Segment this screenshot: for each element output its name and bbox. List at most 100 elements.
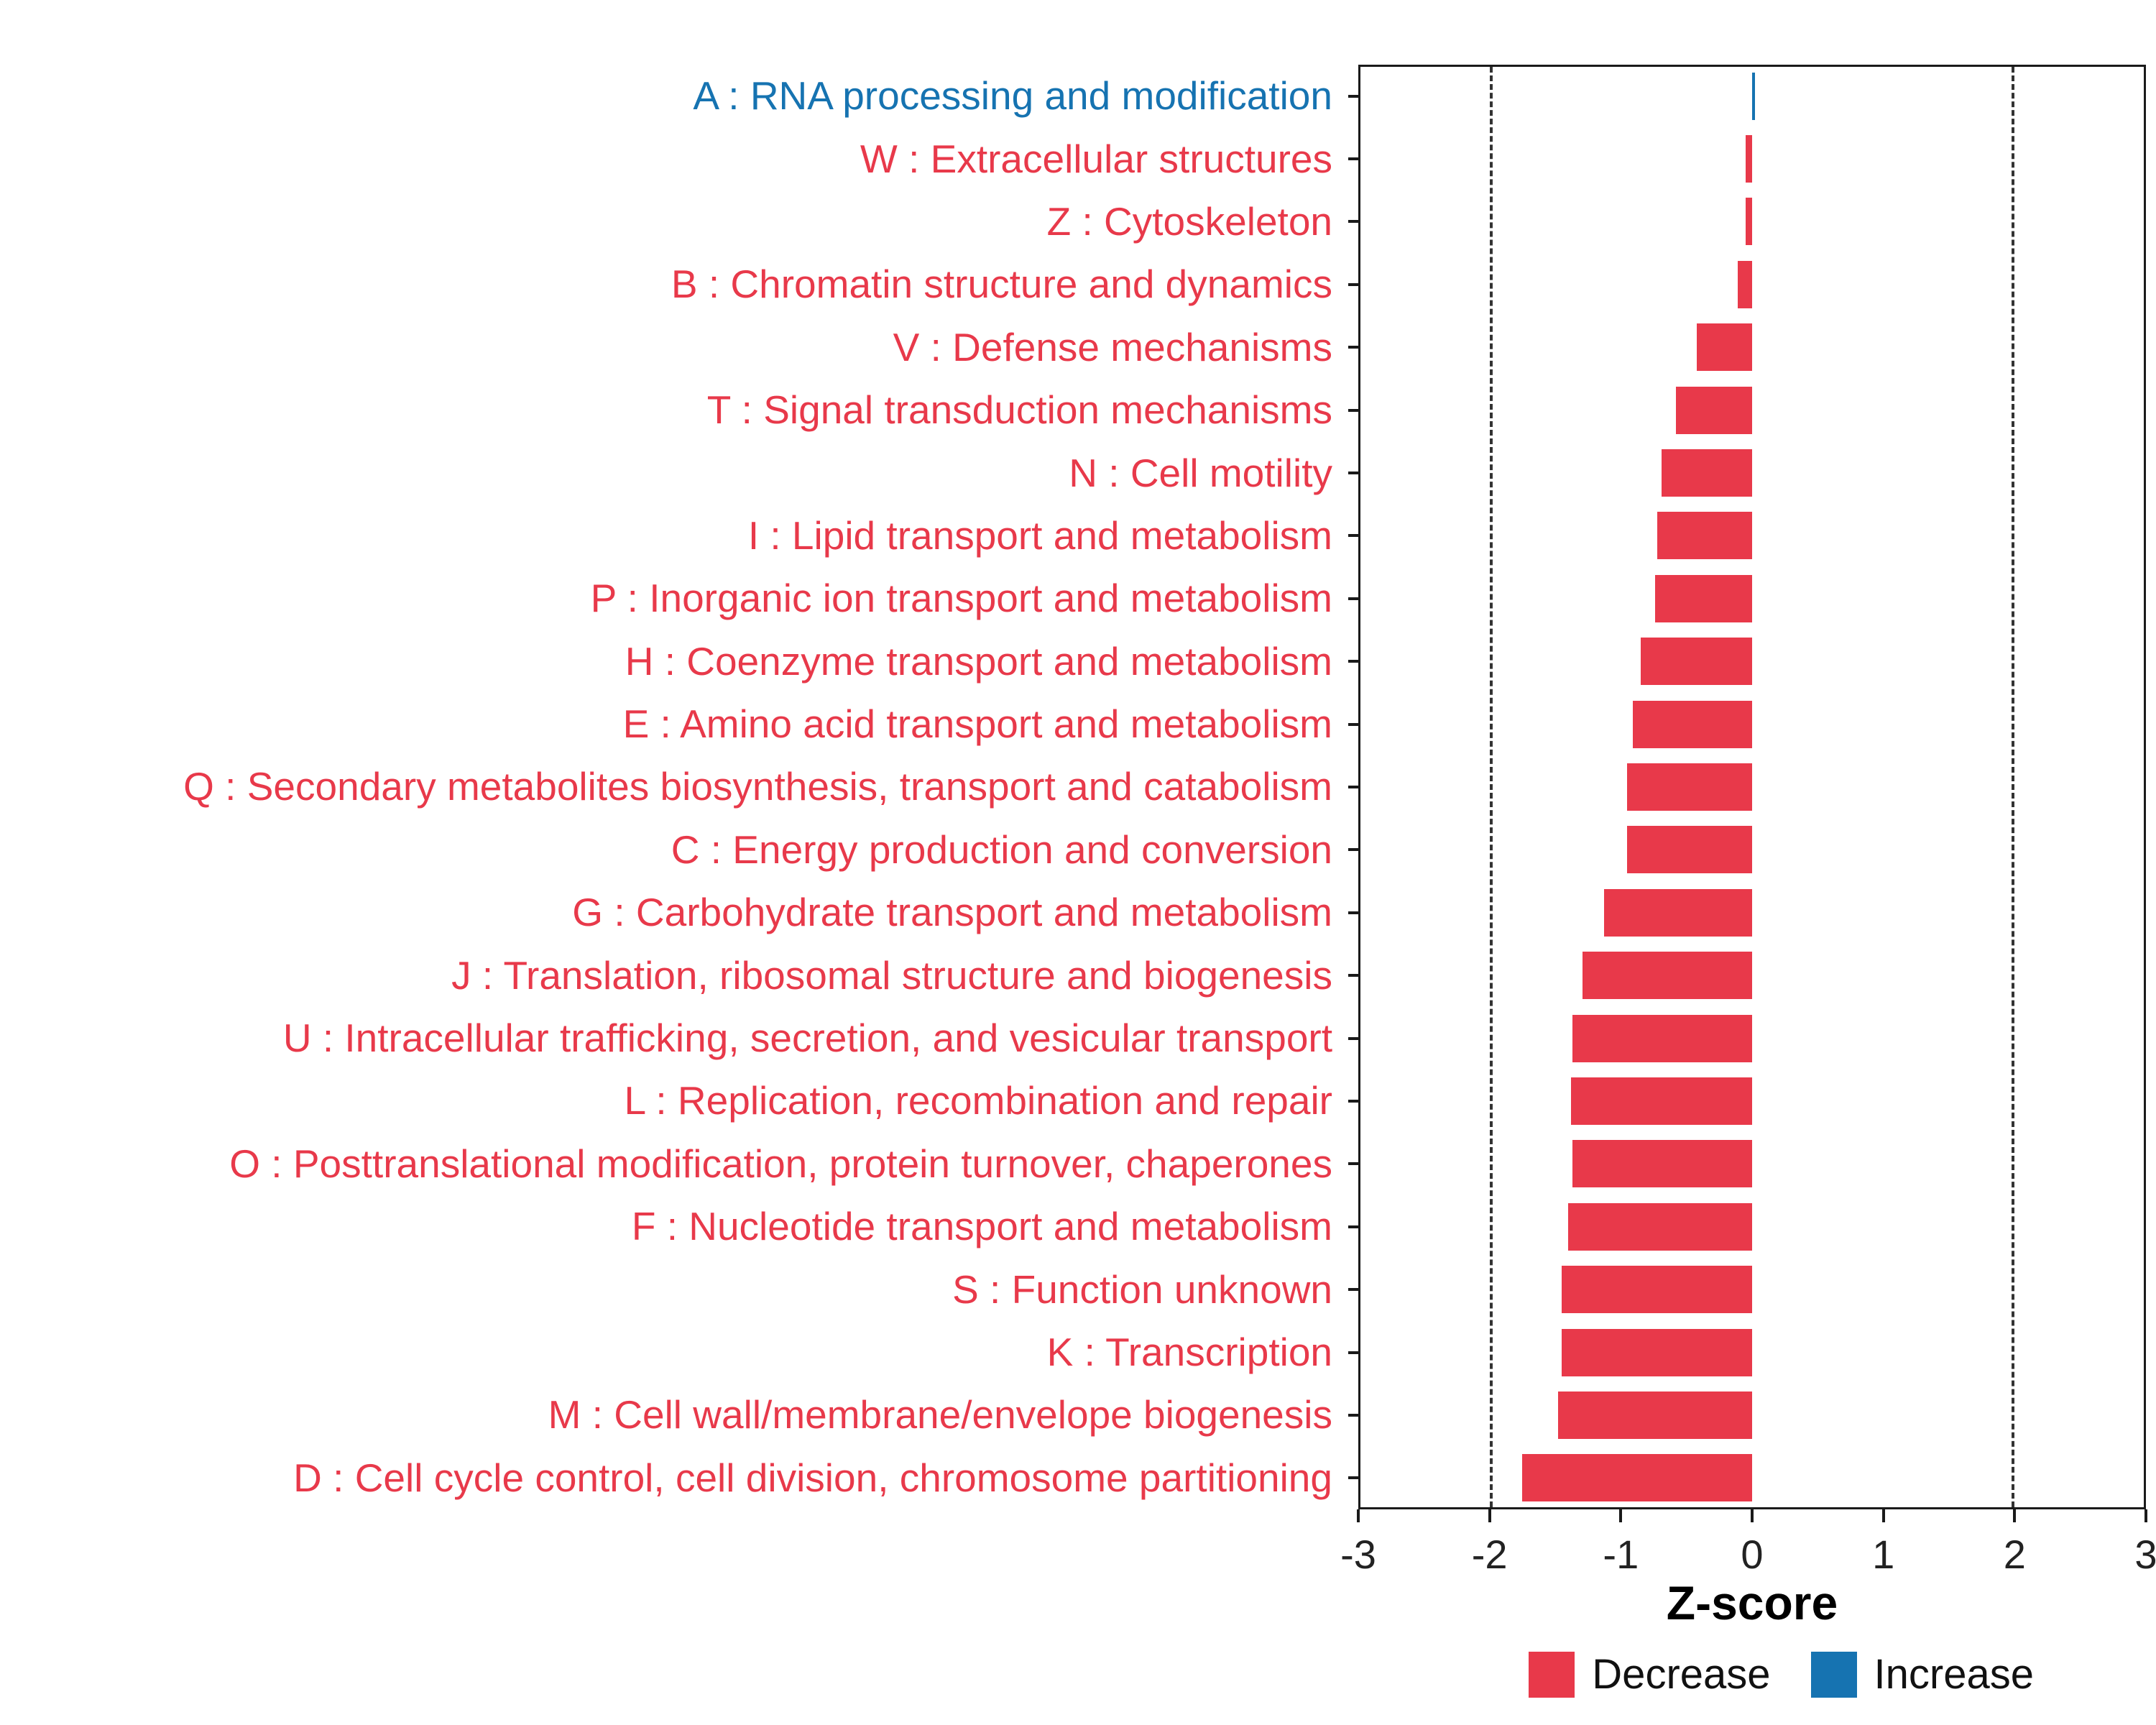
x-axis-tick bbox=[2145, 1509, 2147, 1522]
x-axis-tick bbox=[1488, 1509, 1491, 1522]
x-axis-tick-label: -1 bbox=[1603, 1532, 1639, 1577]
x-axis-tick bbox=[1619, 1509, 1623, 1522]
legend: Decrease Increase bbox=[1529, 1650, 2034, 1698]
bar-area bbox=[1358, 567, 2146, 630]
y-axis-tick bbox=[1348, 1225, 1358, 1228]
bar-area bbox=[1358, 1195, 2146, 1258]
category-label: S : Function unknown bbox=[952, 1266, 1332, 1312]
y-axis-tick bbox=[1348, 660, 1358, 663]
y-axis-tick bbox=[1348, 94, 1358, 98]
bar-g bbox=[1603, 888, 1752, 937]
bar-area bbox=[1358, 1258, 2146, 1320]
chart-row: J : Translation, ribosomal structure and… bbox=[0, 944, 2146, 1006]
y-axis-tick bbox=[1348, 220, 1358, 224]
bar-area bbox=[1358, 944, 2146, 1006]
category-label: L : Replication, recombination and repai… bbox=[624, 1078, 1332, 1123]
bar-area bbox=[1358, 1321, 2146, 1384]
y-axis-tick bbox=[1348, 1413, 1358, 1417]
bar-d bbox=[1522, 1454, 1752, 1502]
y-axis-tick bbox=[1348, 1288, 1358, 1292]
bar-z bbox=[1745, 198, 1752, 246]
y-axis-tick bbox=[1348, 472, 1358, 475]
category-label: U : Intracellular trafficking, secretion… bbox=[282, 1016, 1332, 1061]
category-label: T : Signal transduction mechanisms bbox=[706, 387, 1332, 433]
legend-item-decrease: Decrease bbox=[1529, 1650, 1771, 1698]
x-axis-tick-label: 0 bbox=[1741, 1532, 1764, 1577]
category-label: B : Chromatin structure and dynamics bbox=[671, 262, 1332, 307]
legend-item-increase: Increase bbox=[1810, 1650, 2034, 1698]
y-axis-tick bbox=[1348, 722, 1358, 726]
bar-area bbox=[1358, 65, 2146, 127]
bar-area bbox=[1358, 630, 2146, 693]
bar-s bbox=[1562, 1266, 1752, 1314]
bar-area bbox=[1358, 190, 2146, 253]
category-label: Q : Secondary metabolites biosynthesis, … bbox=[183, 764, 1332, 809]
bar-area bbox=[1358, 755, 2146, 818]
bar-q bbox=[1627, 763, 1752, 811]
y-axis-tick bbox=[1348, 1351, 1358, 1354]
bar-area bbox=[1358, 881, 2146, 944]
category-label: A : RNA processing and modification bbox=[693, 73, 1332, 119]
category-label: H : Coenzyme transport and metabolism bbox=[625, 638, 1332, 684]
chart-row: M : Cell wall/membrane/envelope biogenes… bbox=[0, 1384, 2146, 1446]
category-label: C : Energy production and conversion bbox=[671, 827, 1332, 872]
category-label: V : Defense mechanisms bbox=[893, 324, 1332, 369]
chart-row: Z : Cytoskeleton bbox=[0, 190, 2146, 253]
bar-u bbox=[1572, 1014, 1752, 1062]
category-label: I : Lipid transport and metabolism bbox=[747, 512, 1332, 558]
increase-label: Increase bbox=[1874, 1651, 2034, 1698]
y-axis-tick bbox=[1348, 848, 1358, 852]
category-label: M : Cell wall/membrane/envelope biogenes… bbox=[548, 1392, 1332, 1438]
chart-row: O : Posttranslational modification, prot… bbox=[0, 1133, 2146, 1195]
x-axis-tick-label: 2 bbox=[2003, 1532, 2026, 1577]
bar-w bbox=[1745, 135, 1752, 183]
chart-rows: A : RNA processing and modification W : E… bbox=[0, 65, 2146, 1509]
x-axis: -3 -2 -1 0 1 2 3 bbox=[1340, 1509, 2156, 1588]
chart-row: G : Carbohydrate transport and metabolis… bbox=[0, 881, 2146, 944]
x-axis-tick-label: -3 bbox=[1340, 1532, 1376, 1577]
bar-area bbox=[1358, 505, 2146, 567]
bar-a bbox=[1752, 72, 1755, 120]
bar-area bbox=[1358, 441, 2146, 504]
bar-h bbox=[1640, 638, 1752, 686]
chart-row: I : Lipid transport and metabolism bbox=[0, 505, 2146, 567]
chart-row: U : Intracellular trafficking, secretion… bbox=[0, 1007, 2146, 1070]
bar-j bbox=[1583, 952, 1752, 1000]
category-label: N : Cell motility bbox=[1069, 450, 1332, 495]
bar-v bbox=[1697, 323, 1752, 372]
category-label: Z : Cytoskeleton bbox=[1046, 198, 1332, 244]
bar-t bbox=[1676, 386, 1752, 434]
bar-f bbox=[1568, 1202, 1752, 1251]
category-label: E : Amino acid transport and metabolism bbox=[622, 702, 1332, 747]
category-label: J : Translation, ribosomal structure and… bbox=[451, 952, 1332, 998]
decrease-label: Decrease bbox=[1592, 1651, 1771, 1698]
x-axis-tick-label: 1 bbox=[1872, 1532, 1895, 1577]
chart-row: S : Function unknown bbox=[0, 1258, 2146, 1320]
y-axis-tick bbox=[1348, 911, 1358, 914]
bar-k bbox=[1562, 1328, 1752, 1376]
chart-row: T : Signal transduction mechanisms bbox=[0, 379, 2146, 441]
x-axis-title: Z-score bbox=[1666, 1576, 1838, 1629]
bar-area bbox=[1358, 1384, 2146, 1446]
category-label: F : Nucleotide transport and metabolism bbox=[631, 1204, 1332, 1249]
chart-row: A : RNA processing and modification bbox=[0, 65, 2146, 127]
bar-c bbox=[1627, 826, 1752, 874]
bar-m bbox=[1557, 1391, 1752, 1439]
x-axis-tick bbox=[1881, 1509, 1885, 1522]
bar-area bbox=[1358, 819, 2146, 881]
bar-area bbox=[1358, 693, 2146, 755]
bar-b bbox=[1737, 260, 1752, 308]
category-label: K : Transcription bbox=[1046, 1330, 1332, 1374]
bar-area bbox=[1358, 379, 2146, 441]
y-axis-tick bbox=[1348, 597, 1358, 600]
y-axis-tick bbox=[1348, 974, 1358, 978]
x-axis-tick-label: -2 bbox=[1471, 1532, 1508, 1577]
y-axis-tick bbox=[1348, 282, 1358, 286]
bar-area bbox=[1358, 1070, 2146, 1132]
category-label: O : Posttranslational modification, prot… bbox=[229, 1141, 1332, 1186]
x-axis-tick bbox=[1751, 1509, 1754, 1522]
category-label: D : Cell cycle control, cell division, c… bbox=[293, 1455, 1332, 1500]
y-axis-tick bbox=[1348, 408, 1358, 412]
bar-area bbox=[1358, 1133, 2146, 1195]
category-label: P : Inorganic ion transport and metaboli… bbox=[590, 576, 1332, 621]
